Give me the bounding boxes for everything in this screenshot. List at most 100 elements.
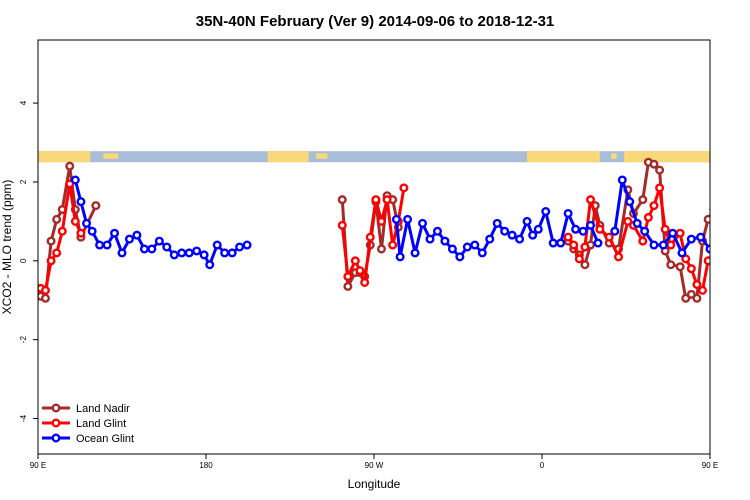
land-nadir-point: [38, 289, 39, 295]
y-tick-label: -4: [19, 414, 28, 422]
land-nadir-point: [686, 289, 696, 299]
land-glint-point: [399, 183, 409, 193]
ocean-glint-point: [177, 248, 187, 258]
series-ocean-glint: [70, 175, 732, 270]
land-glint-point: [40, 285, 50, 295]
land-glint-point: [638, 236, 648, 246]
ocean-glint-point: [593, 238, 603, 248]
ocean-glint-point: [686, 234, 696, 244]
legend-marker-land-glint: [51, 418, 61, 428]
ocean-glint-point: [696, 232, 706, 242]
ocean-glint-point: [507, 230, 517, 240]
land-nadir-point: [580, 260, 590, 270]
land-nadir-point: [337, 195, 347, 205]
land-glint-point: [569, 240, 579, 250]
land-glint-point: [388, 240, 398, 250]
land-glint-point: [563, 232, 573, 242]
land-nadir-point: [675, 262, 685, 272]
ocean-glint-point: [528, 230, 538, 240]
land-glint-point: [666, 240, 676, 250]
land-island: [560, 153, 565, 159]
ocean-glint-point: [147, 244, 157, 254]
ocean-glint-point: [76, 197, 86, 207]
legend-label-land-nadir: Land Nadir: [76, 403, 130, 415]
ocean-band: [38, 151, 710, 163]
ocean-glint-point: [199, 250, 209, 260]
ocean-glint-point: [725, 238, 732, 245]
land-glint-point: [57, 226, 67, 236]
land-nadir-point: [709, 207, 710, 213]
land-glint-point: [681, 254, 691, 264]
land-glint-point: [355, 266, 365, 276]
y-tick-label: 4: [19, 100, 28, 105]
x-tick-label: 180: [199, 461, 213, 470]
ocean-glint-point: [102, 240, 112, 250]
land-glint-point: [586, 195, 596, 205]
land-glint-point: [675, 228, 685, 238]
land-glint-point: [724, 181, 731, 188]
land-glint-point: [595, 224, 605, 234]
ocean-glint-point: [556, 238, 566, 248]
ocean-glint-point: [533, 224, 543, 234]
land-glint-point: [735, 230, 742, 237]
ocean-glint-point: [649, 240, 659, 250]
ocean-glint-point: [205, 260, 215, 270]
ocean-glint-point: [212, 240, 222, 250]
land-nadir-point: [724, 206, 731, 213]
land-nadir-point: [655, 165, 665, 175]
ocean-glint-point: [632, 218, 642, 228]
land-glint-point: [38, 281, 39, 287]
x-tick-label: 0: [540, 461, 545, 470]
land-glint-point: [371, 195, 381, 205]
ocean-glint-point: [455, 252, 465, 262]
land-island: [611, 153, 617, 159]
ocean-glint-point: [403, 214, 413, 224]
ocean-glint-point: [192, 246, 202, 256]
x-tick-label: 90 W: [365, 461, 384, 470]
land-glint-point: [692, 279, 702, 289]
land-nadir-point: [666, 260, 676, 270]
ocean-glint-point: [548, 238, 558, 248]
land-nadir-point: [343, 281, 353, 291]
chart-title: 35N-40N February (Ver 9) 2014-09-06 to 2…: [196, 13, 555, 30]
land-nadir-line: [566, 160, 710, 300]
land-nadir-point: [46, 236, 56, 246]
land-glint-point: [655, 183, 665, 193]
land-glint-point: [580, 242, 590, 252]
land-glint-point: [350, 256, 360, 266]
land-glint-point: [614, 252, 624, 262]
land-nadir-point: [65, 161, 75, 171]
land-segment: [38, 151, 91, 163]
ocean-glint-point: [70, 175, 80, 185]
ocean-glint-point: [462, 242, 472, 252]
ocean-glint-point: [586, 220, 596, 230]
legend-label-land-glint: Land Glint: [76, 418, 126, 430]
ocean-glint-point: [432, 226, 442, 236]
ocean-glint-point: [95, 240, 105, 250]
land-glint-point: [65, 179, 75, 189]
land-glint-point: [698, 285, 708, 295]
ocean-glint-point: [154, 236, 164, 246]
series-land-glint: [38, 179, 742, 295]
ocean-glint-point: [139, 244, 149, 254]
ocean-glint-point: [492, 218, 502, 228]
land-glint-point: [623, 216, 633, 226]
y-tick-label: 0: [19, 258, 28, 263]
ocean-glint-point: [82, 218, 92, 228]
land-nadir-point: [376, 244, 386, 254]
land-nadir-point: [681, 293, 691, 303]
ocean-glint-point: [470, 240, 480, 250]
legend-label-ocean-glint: Ocean Glint: [76, 433, 134, 445]
land-glint-point: [660, 224, 670, 234]
land-segment: [729, 151, 750, 162]
land-glint-point: [382, 195, 392, 205]
land-nadir-point: [718, 163, 725, 170]
ocean-glint-point: [87, 226, 97, 236]
legend-marker-land-nadir: [51, 403, 61, 413]
ocean-glint-point: [617, 175, 627, 185]
y-tick-label: -2: [19, 336, 28, 344]
ocean-glint-point: [705, 244, 710, 254]
land-nadir-point: [91, 201, 101, 211]
land-nadir-point: [744, 202, 750, 209]
